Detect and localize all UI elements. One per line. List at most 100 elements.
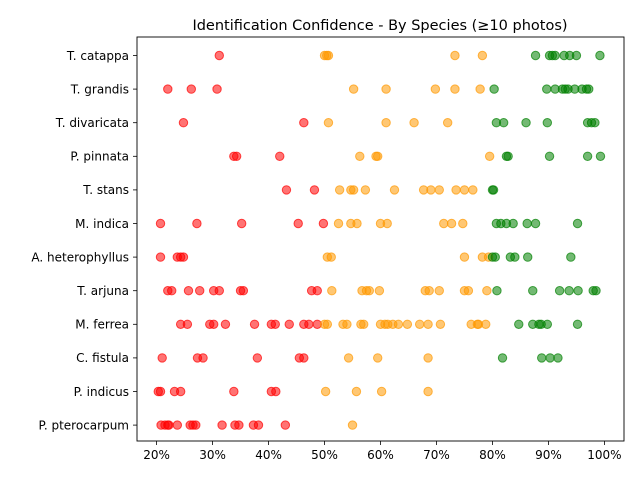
- scatter-point: [326, 252, 336, 262]
- scatter-point: [157, 353, 167, 363]
- scatter-point: [451, 185, 461, 195]
- scatter-point: [439, 218, 449, 229]
- scatter-point: [351, 386, 362, 397]
- scatter-point: [299, 353, 309, 363]
- scatter-point: [323, 118, 334, 128]
- y-tick-label: P. pterocarpum: [38, 418, 129, 432]
- scatter-point: [347, 420, 358, 430]
- scatter-point: [182, 319, 193, 329]
- scatter-point: [435, 319, 446, 329]
- y-tick-label: T. divaricata: [55, 116, 129, 130]
- y-tick-label: T. catappa: [66, 49, 129, 63]
- chart-title: Identification Confidence - By Species (…: [192, 18, 567, 34]
- scatter-point: [544, 151, 555, 162]
- scatter-point: [253, 420, 264, 430]
- y-tick-label: P. pinnata: [70, 150, 129, 164]
- scatter-point: [475, 84, 485, 94]
- scatter-point: [186, 84, 196, 94]
- scatter-point: [320, 386, 331, 397]
- scatter-point: [591, 286, 601, 296]
- scatter-point: [590, 118, 600, 128]
- scatter-point: [192, 218, 202, 229]
- scatter-point: [553, 353, 563, 363]
- scatter-point: [318, 218, 329, 229]
- scatter-point: [208, 319, 219, 329]
- x-tick-label: 90%: [535, 448, 562, 462]
- scatter-point: [217, 420, 227, 430]
- scatter-point: [530, 218, 541, 229]
- scatter-point: [497, 353, 508, 363]
- scatter-point: [595, 151, 606, 162]
- scatter-point: [523, 252, 533, 262]
- scatter-point: [492, 286, 502, 296]
- scatter-point: [334, 185, 345, 195]
- scatter-point: [284, 319, 294, 329]
- scatter-point: [572, 218, 583, 229]
- scatter-point: [402, 319, 413, 329]
- scatter-point: [231, 151, 242, 162]
- scatter-point: [571, 50, 582, 61]
- scatter-point: [293, 218, 303, 229]
- scatter-point: [348, 185, 359, 195]
- y-tick-label: C. fistula: [76, 351, 129, 365]
- scatter-point: [381, 84, 391, 94]
- scatter-point: [352, 218, 362, 229]
- x-tick-label: 70%: [423, 448, 450, 462]
- scatter-point: [458, 218, 468, 229]
- scatter-point: [381, 118, 391, 128]
- scatter-point: [280, 420, 291, 430]
- scatter-point: [212, 84, 222, 94]
- scatter-point: [434, 185, 444, 195]
- scatter-point: [164, 420, 174, 430]
- scatter-point: [508, 218, 518, 229]
- scatter-point: [238, 286, 249, 296]
- scatter-point: [423, 386, 433, 397]
- scatter-point: [234, 420, 244, 430]
- scatter-point: [423, 353, 433, 363]
- scatter-point: [503, 151, 513, 162]
- scatter-point: [309, 185, 320, 195]
- scatter-point: [198, 353, 208, 363]
- scatter-point: [382, 218, 392, 229]
- y-tick-label: M. ferrea: [75, 318, 129, 332]
- scatter-point: [343, 353, 354, 363]
- scatter-point: [537, 353, 547, 363]
- scatter-point: [434, 286, 444, 296]
- scatter-point: [175, 386, 186, 397]
- scatter-point: [510, 252, 520, 262]
- scatter-point: [489, 84, 499, 94]
- scatter-point: [373, 151, 383, 162]
- scatter-point: [424, 286, 434, 296]
- y-tick-label: A. heterophyllus: [31, 250, 129, 264]
- scatter-point: [348, 84, 359, 94]
- scatter-point: [322, 319, 333, 329]
- scatter-point: [542, 319, 553, 329]
- scatter-point: [573, 286, 583, 296]
- scatter-point: [374, 286, 385, 296]
- scatter-point: [333, 218, 344, 229]
- scatter-point: [299, 118, 309, 128]
- x-tick-label: 80%: [479, 448, 506, 462]
- scatter-point: [414, 319, 425, 329]
- scatter-point: [484, 151, 495, 162]
- scatter-point: [389, 185, 400, 195]
- scatter-point: [498, 118, 509, 128]
- scatter-point: [514, 319, 524, 329]
- scatter-point: [167, 286, 177, 296]
- scatter-point: [446, 218, 457, 229]
- scatter-point: [249, 319, 260, 329]
- scatter-point: [459, 252, 470, 262]
- scatter-point: [442, 118, 453, 128]
- scatter-point: [595, 50, 605, 61]
- scatter-point: [463, 286, 474, 296]
- scatter-point: [542, 84, 552, 94]
- scatter-point: [521, 118, 531, 128]
- scatter-point: [459, 185, 470, 195]
- points-layer: [153, 50, 606, 430]
- scatter-point: [426, 185, 436, 195]
- x-tick-label: 50%: [311, 448, 338, 462]
- y-tick-label: T. stans: [82, 183, 129, 197]
- scatter-point: [163, 84, 173, 94]
- scatter-point: [275, 151, 285, 162]
